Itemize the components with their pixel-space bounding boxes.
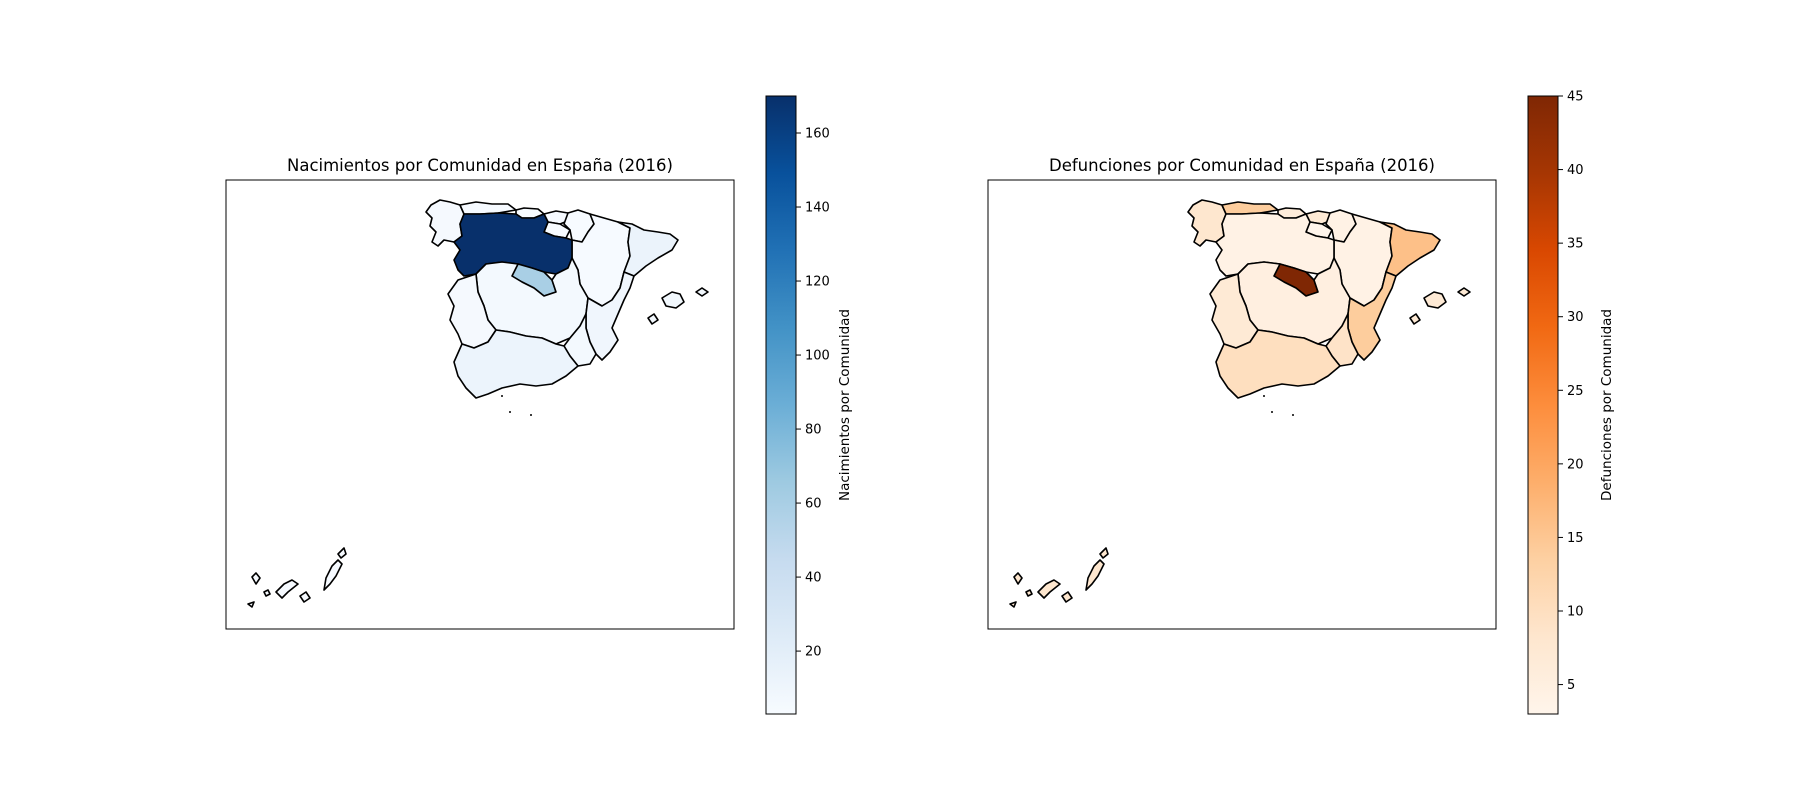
births-map-panel: Nacimientos por Comunidad en España (201… (225, 95, 853, 715)
births-islet-dot (509, 411, 511, 413)
births-map-regions (247, 199, 709, 608)
deaths-colorbar-gradient (1527, 95, 1559, 715)
deaths-region-galicia (1187, 199, 1227, 247)
births-colorbar-gradient (765, 95, 797, 715)
births-islet-dot (501, 395, 503, 397)
births-region-galicia (425, 199, 465, 247)
deaths-colorbar-tick-label: 40 (1567, 163, 1584, 178)
births-region-cataluna (617, 221, 679, 277)
deaths-islet-dot (1263, 395, 1265, 397)
births-colorbar-tick-label: 60 (805, 497, 822, 512)
deaths-region-andalucia (1215, 329, 1341, 399)
deaths-colorbar-tick-label: 10 (1567, 605, 1584, 620)
deaths-colorbar-tick-label: 25 (1567, 384, 1584, 399)
deaths-region-asturias (1221, 201, 1279, 215)
deaths-map-title: Defunciones por Comunidad en España (201… (1049, 156, 1435, 175)
births-colorbar-tick-label: 120 (805, 275, 830, 290)
births-islet-dot (530, 414, 532, 416)
births-region-andalucia (453, 329, 579, 399)
deaths-colorbar-tick-label: 35 (1567, 237, 1584, 252)
deaths-colorbar-tick-label: 5 (1567, 678, 1575, 693)
deaths-islet-dot (1292, 414, 1294, 416)
deaths-region-baleares (1409, 287, 1471, 325)
deaths-colorbar-tick-label: 30 (1567, 310, 1584, 325)
deaths-colorbar-tick-label: 15 (1567, 531, 1584, 546)
deaths-colorbar-ticks: 5 10 15 20 25 30 35 40 45 (1558, 90, 1584, 693)
births-colorbar-tick-label: 40 (805, 571, 822, 586)
births-map-title: Nacimientos por Comunidad en España (201… (287, 156, 673, 175)
deaths-map-panel: Defunciones por Comunidad en España (201… (987, 90, 1615, 715)
births-region-asturias (459, 201, 517, 215)
births-colorbar-tick-label: 140 (805, 201, 830, 216)
births-colorbar-tick-label: 80 (805, 423, 822, 438)
deaths-region-canarias (1009, 547, 1109, 608)
deaths-colorbar-tick-label: 45 (1567, 90, 1584, 105)
deaths-colorbar: 5 10 15 20 25 30 35 40 45 Defunciones por Comuni… (1527, 90, 1615, 715)
deaths-colorbar-tick-label: 20 (1567, 457, 1584, 472)
births-colorbar-label: Nacimientos por Comunidad (837, 309, 853, 501)
deaths-colorbar-label: Defunciones por Comunidad (1599, 309, 1615, 501)
births-region-canarias (247, 547, 347, 608)
deaths-islet-dot (1271, 411, 1273, 413)
births-colorbar-tick-label: 100 (805, 349, 830, 364)
births-colorbar-tick-label: 160 (805, 127, 830, 142)
deaths-map-regions (1009, 199, 1471, 608)
births-colorbar-tick-label: 20 (805, 645, 822, 660)
births-colorbar: 20 40 60 80 100 120 140 160 Nacimientos por Com… (765, 95, 853, 715)
deaths-region-cataluna (1379, 221, 1441, 277)
births-region-baleares (647, 287, 709, 325)
births-colorbar-ticks: 20 40 60 80 100 120 140 160 (796, 127, 830, 660)
